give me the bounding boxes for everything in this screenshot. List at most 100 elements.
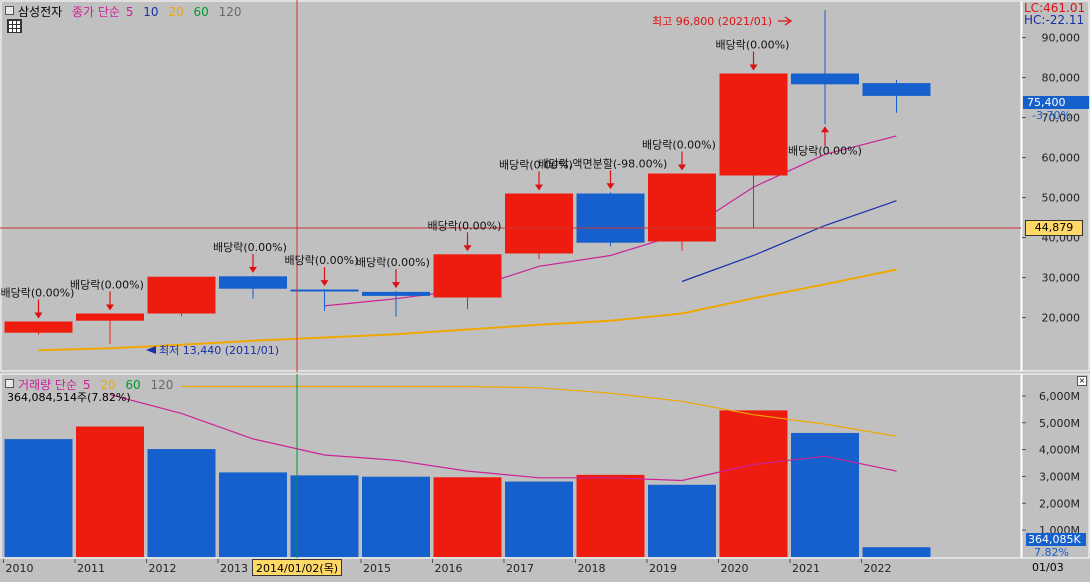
date-tick-label-2015: 2015 bbox=[363, 562, 391, 575]
dividend-label-2013: 배당락(0.00%) bbox=[213, 241, 287, 254]
dividend-label-2018: 배당락,액면분할(-98.00%) bbox=[539, 157, 668, 170]
date-tick-label-2013: 2013 bbox=[220, 562, 248, 575]
ma-period-10: 10 bbox=[143, 5, 159, 19]
candle-body-2015 bbox=[362, 291, 430, 296]
candle-body-2018 bbox=[576, 193, 645, 243]
date-tick-label-2011: 2011 bbox=[77, 562, 105, 575]
dividend-label-2011: 배당락(0.00%) bbox=[70, 279, 144, 292]
dividend-arrowhead-2021 bbox=[821, 126, 829, 133]
volume-tick-label: 2,000M bbox=[1039, 497, 1080, 510]
hc-value: HC:-22.11 bbox=[1024, 13, 1085, 27]
volume-ma-label: 거래량 단순 bbox=[18, 378, 78, 392]
volume-axis-panel bbox=[1021, 373, 1090, 559]
price-tick-label: 80,000 bbox=[1042, 72, 1081, 85]
crosshair-date-label: 2014/01/02(목) bbox=[252, 559, 343, 576]
stock-name: 삼성전자 bbox=[18, 5, 63, 19]
dividend-arrowhead-2017 bbox=[535, 184, 543, 191]
dividend-label-2010: 배당락(0.00%) bbox=[1, 287, 75, 300]
volume-ma-period-5: 5 bbox=[82, 378, 91, 392]
volume-ma-period-120: 120 bbox=[150, 378, 174, 392]
volume-info: 364,084,514주(7.82%) bbox=[7, 391, 131, 404]
last-date-tick: 01/03 bbox=[1032, 561, 1064, 574]
candle-body-2012 bbox=[147, 276, 216, 314]
ma-line-10 bbox=[681, 200, 897, 283]
candle-body-2010 bbox=[4, 321, 73, 333]
volume-bar-2012 bbox=[147, 449, 216, 557]
volume-bar-2010 bbox=[4, 439, 73, 557]
date-tick-label-2021: 2021 bbox=[792, 562, 820, 575]
volume-ma-line-5 bbox=[109, 394, 897, 482]
price-panel-frame bbox=[0, 0, 1022, 372]
date-tick-label-2012: 2012 bbox=[149, 562, 177, 575]
panel-menu-icon[interactable] bbox=[5, 379, 14, 388]
crosshair-layer bbox=[0, 0, 1021, 558]
candle-body-2019 bbox=[648, 173, 716, 242]
ma-period-5: 5 bbox=[125, 5, 134, 19]
price-axis-panel bbox=[1021, 0, 1090, 372]
panel-menu-icon[interactable] bbox=[5, 6, 14, 15]
ma-period-20: 20 bbox=[168, 5, 184, 19]
candles-layer bbox=[4, 10, 931, 344]
ma-period-60: 60 bbox=[193, 5, 209, 19]
price-panel-header: 삼성전자 종가 단순 5 10 20 60 120 bbox=[5, 3, 242, 20]
volume-bar-2022 bbox=[862, 547, 931, 557]
dividend-arrowhead-2020 bbox=[749, 64, 758, 71]
date-tick-label-2016: 2016 bbox=[435, 562, 463, 575]
volume-tick-label: 5,000M bbox=[1039, 417, 1080, 430]
candle-body-2016 bbox=[433, 254, 502, 298]
high-arrow-icon bbox=[778, 16, 793, 26]
lc-value: LC:461.01 bbox=[1024, 1, 1086, 15]
volume-panel-close-icon[interactable]: × bbox=[1077, 376, 1087, 386]
volume-bar-2018 bbox=[576, 474, 645, 557]
low-arrow-icon bbox=[146, 346, 156, 354]
dividend-arrowhead-2015 bbox=[392, 282, 400, 289]
date-tick-label-2019: 2019 bbox=[649, 562, 677, 575]
table-grid-icon[interactable] bbox=[7, 19, 22, 33]
volume-tick-label: 4,000M bbox=[1039, 444, 1080, 457]
dividend-label-2016: 배당락(0.00%) bbox=[428, 219, 502, 232]
dividend-arrowhead-2016 bbox=[463, 245, 472, 252]
volume-ma-period-60: 60 bbox=[125, 378, 141, 392]
volume-bar-2013 bbox=[219, 472, 287, 557]
dividend-arrowhead-2018 bbox=[606, 183, 615, 190]
candle-body-2022 bbox=[862, 83, 931, 96]
high-annotation: 최고 96,800 (2021/01) bbox=[652, 15, 772, 28]
dividend-arrowhead-2010 bbox=[34, 312, 43, 319]
volume-ma-layer bbox=[109, 385, 897, 482]
crosshair-price-label: 44,879 bbox=[1025, 220, 1083, 236]
current-volume-pct: 7.82% bbox=[1034, 546, 1069, 559]
price-tick-label: 30,000 bbox=[1042, 272, 1081, 285]
candle-body-2013 bbox=[219, 276, 287, 289]
volume-bar-2017 bbox=[505, 481, 573, 557]
price-tick-label: 20,000 bbox=[1042, 312, 1081, 325]
dividend-label-2021: 배당락(0.00%) bbox=[788, 144, 862, 157]
dividend-label-2017: 배당락(0.00%) bbox=[499, 159, 573, 172]
dividend-label-2015: 배당락(0.00%) bbox=[356, 256, 430, 269]
annotations-layer: 배당락(0.00%)배당락(0.00%)배당락(0.00%)배당락(0.00%)… bbox=[1, 15, 862, 357]
volume-bar-2014 bbox=[290, 475, 359, 557]
price-tick-label: 70,000 bbox=[1042, 112, 1081, 125]
volume-bar-2015 bbox=[362, 476, 430, 557]
date-tick-label-2020: 2020 bbox=[721, 562, 749, 575]
dividend-arrowhead-2011 bbox=[106, 304, 114, 311]
low-annotation: 최저 13,440 (2011/01) bbox=[159, 344, 279, 357]
ma-line-20 bbox=[38, 268, 897, 352]
price-tick-label: 90,000 bbox=[1042, 32, 1081, 45]
volume-bar-2011 bbox=[76, 426, 144, 557]
volume-panel-header: 거래량 단순 5 20 60 120 bbox=[5, 376, 173, 393]
candle-body-2011 bbox=[76, 313, 144, 321]
date-tick-label-2018: 2018 bbox=[578, 562, 606, 575]
dividend-label-2019: 배당락(0.00%) bbox=[642, 139, 716, 152]
dividend-label-2020: 배당락(0.00%) bbox=[716, 39, 790, 52]
volume-bar-2019 bbox=[648, 484, 716, 557]
date-tick-label-2017: 2017 bbox=[506, 562, 534, 575]
candle-body-2017 bbox=[505, 193, 573, 254]
dividend-arrowhead-2014 bbox=[320, 280, 329, 287]
dividend-arrowhead-2019 bbox=[678, 164, 686, 171]
volume-bar-2021 bbox=[791, 432, 859, 557]
candle-body-2020 bbox=[719, 73, 788, 176]
date-tick-label-2022: 2022 bbox=[864, 562, 892, 575]
volume-ma-period-20: 20 bbox=[100, 378, 116, 392]
